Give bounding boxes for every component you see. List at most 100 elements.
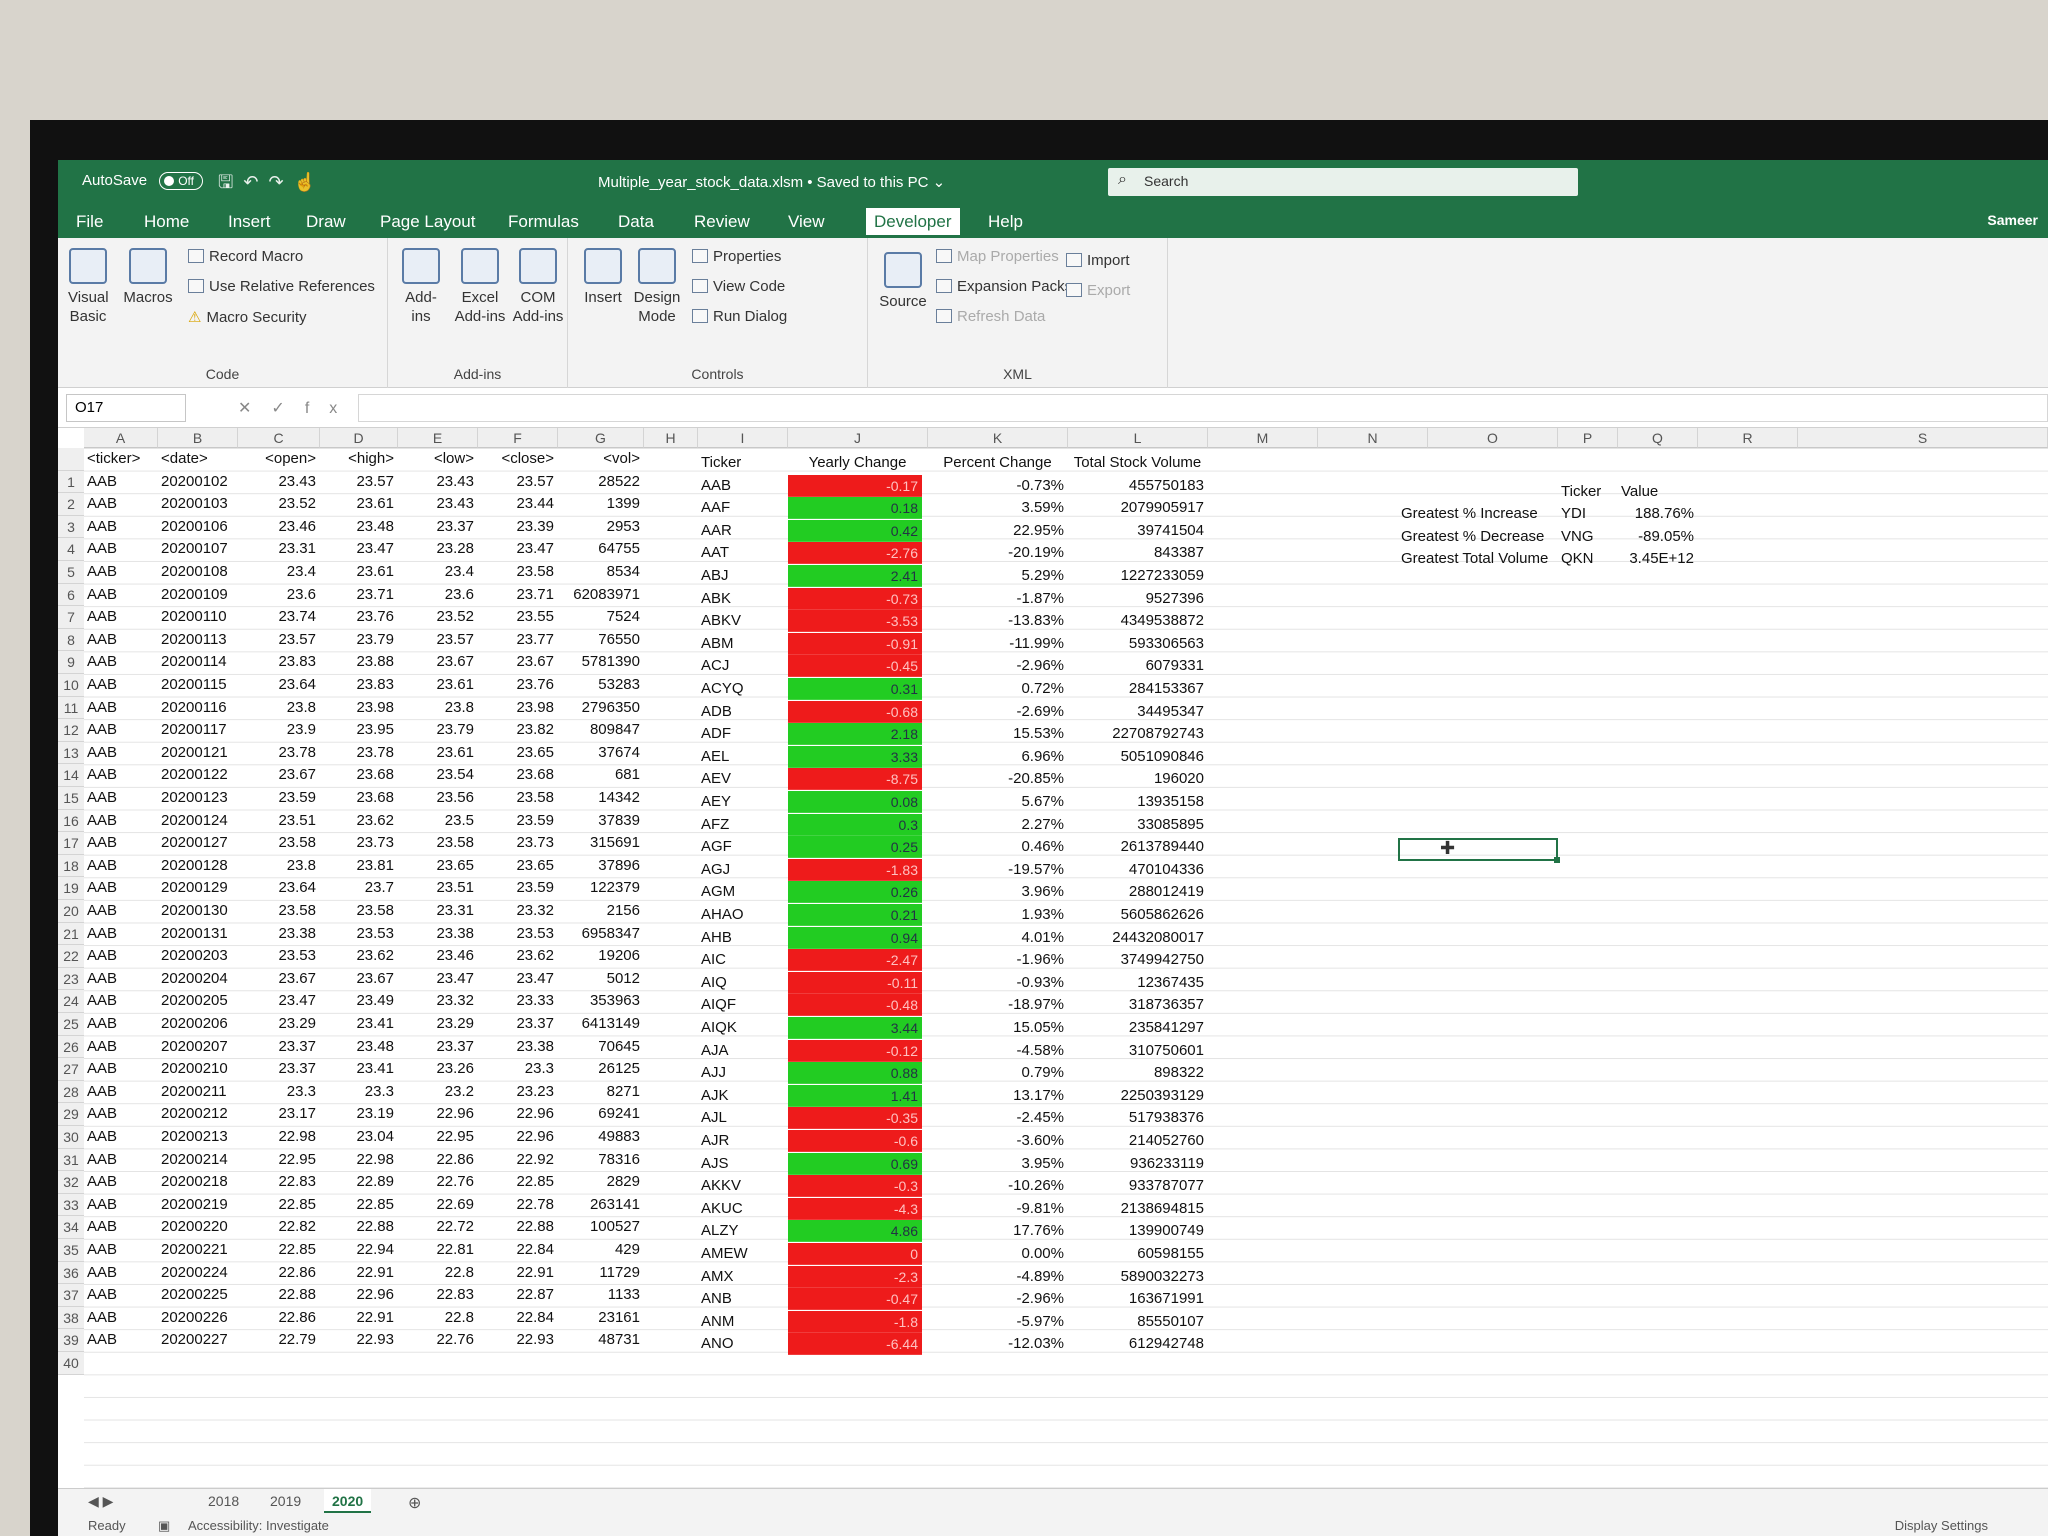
data-cell[interactable]: 20200121 <box>161 743 228 761</box>
data-cell[interactable]: 22.86 <box>278 1308 316 1326</box>
data-cell[interactable]: 22.76 <box>436 1173 474 1191</box>
data-cell[interactable]: 23.95 <box>356 721 394 739</box>
yearly-change-cell[interactable]: -0.17 <box>788 474 922 497</box>
data-cell[interactable]: 23.26 <box>436 1060 474 1078</box>
summary-ticker-cell[interactable]: ABK <box>701 589 732 607</box>
row-header[interactable]: 11 <box>58 696 84 720</box>
data-cell[interactable]: 22.8 <box>444 1308 474 1326</box>
data-cell[interactable]: 23.98 <box>356 698 394 716</box>
greatest-label-cell[interactable]: Greatest % Decrease <box>1401 527 1545 545</box>
total-volume-cell[interactable]: 2250393129 <box>1120 1086 1204 1104</box>
summary-ticker-cell[interactable]: ACJ <box>701 657 730 675</box>
header-cell[interactable]: <close> <box>501 450 554 467</box>
total-volume-cell[interactable]: 60598155 <box>1137 1245 1204 1262</box>
data-cell[interactable]: 23.37 <box>278 1037 316 1055</box>
total-volume-cell[interactable]: 6079331 <box>1145 657 1204 675</box>
data-cell[interactable]: 37839 <box>598 811 640 829</box>
row-header[interactable]: 25 <box>58 1013 84 1036</box>
total-volume-cell[interactable]: 85550107 <box>1137 1312 1204 1330</box>
data-cell[interactable]: AAB <box>87 653 118 671</box>
column-header-h[interactable]: H <box>644 428 698 448</box>
summary-ticker-cell[interactable]: AIQK <box>701 1019 737 1036</box>
total-volume-cell[interactable]: 24432080017 <box>1112 928 1204 946</box>
row-header[interactable]: 3 <box>58 515 84 539</box>
yearly-change-cell[interactable]: -2.47 <box>788 949 922 972</box>
data-cell[interactable]: 20200211 <box>161 1082 227 1100</box>
summary-ticker-cell[interactable]: AMX <box>701 1267 734 1285</box>
data-cell[interactable]: AAB <box>87 992 118 1010</box>
yearly-change-cell[interactable]: 0.18 <box>788 497 922 520</box>
summary-ticker-cell[interactable]: AIQ <box>701 973 727 991</box>
row-header[interactable]: 21 <box>58 922 84 946</box>
row-header[interactable]: 39 <box>58 1329 84 1352</box>
data-cell[interactable]: AAB <box>87 766 118 784</box>
data-cell[interactable]: 6958347 <box>581 924 640 942</box>
selected-cell-o17[interactable] <box>1398 838 1560 863</box>
data-cell[interactable]: 23.4 <box>444 563 474 580</box>
macro-record-icon[interactable]: ▣ <box>158 1518 171 1533</box>
data-cell[interactable]: 23.67 <box>516 653 554 671</box>
data-cell[interactable]: 23.8 <box>444 698 474 716</box>
design-mode-button[interactable]: Design Mode <box>632 248 682 326</box>
data-cell[interactable]: 78316 <box>598 1150 640 1168</box>
total-volume-cell[interactable]: 139900749 <box>1128 1222 1204 1240</box>
greatest-ticker-cell[interactable]: QKN <box>1561 550 1594 568</box>
data-cell[interactable]: 23.53 <box>516 924 554 942</box>
percent-change-cell[interactable]: -13.83% <box>1008 612 1064 630</box>
total-volume-cell[interactable]: 9527396 <box>1145 589 1204 607</box>
autosave[interactable]: AutoSave Off <box>82 172 204 191</box>
data-cell[interactable]: AAB <box>87 540 118 558</box>
yearly-change-cell[interactable]: -2.3 <box>788 1265 922 1288</box>
tab-draw[interactable]: Draw <box>306 212 346 231</box>
summary-ticker-cell[interactable]: AJJ <box>701 1064 727 1082</box>
sheet-tab-2020[interactable]: 2020 <box>324 1489 372 1513</box>
data-cell[interactable]: 23.77 <box>516 630 554 648</box>
data-cell[interactable]: AAB <box>87 969 118 987</box>
data-cell[interactable]: 62083971 <box>573 585 640 603</box>
data-cell[interactable]: 23.39 <box>516 517 554 535</box>
yearly-change-cell[interactable]: -2.76 <box>788 542 922 565</box>
data-cell[interactable]: 22.84 <box>516 1308 554 1326</box>
data-cell[interactable]: 11729 <box>599 1263 640 1281</box>
data-cell[interactable]: 23.5 <box>444 811 474 829</box>
row-header[interactable]: 28 <box>58 1080 84 1104</box>
fx-icon[interactable]: fx <box>304 400 358 417</box>
header-cell[interactable]: <date> <box>161 450 208 467</box>
data-cell[interactable]: AAB <box>87 1037 118 1055</box>
row-header[interactable]: 20 <box>58 900 84 923</box>
data-cell[interactable]: 23.47 <box>356 540 394 558</box>
touch-mode-icon[interactable]: ☝ <box>293 172 326 192</box>
data-cell[interactable]: 23.31 <box>436 902 474 919</box>
accessibility-status[interactable]: Accessibility: Investigate <box>188 1518 329 1533</box>
row-header[interactable]: 1 <box>58 470 84 494</box>
data-cell[interactable]: 23.61 <box>356 563 394 580</box>
tab-nav-icon[interactable]: ◀ ▶ <box>88 1493 114 1509</box>
total-volume-cell[interactable]: 39741504 <box>1137 521 1204 539</box>
data-cell[interactable]: 23.33 <box>516 992 554 1010</box>
data-cell[interactable]: 20200205 <box>161 992 228 1010</box>
row-header[interactable]: 36 <box>58 1261 84 1285</box>
data-cell[interactable]: 22.82 <box>278 1218 316 1236</box>
header-cell[interactable]: <open> <box>265 450 316 467</box>
source-button[interactable]: Source <box>878 252 928 311</box>
row-header[interactable]: 29 <box>58 1103 84 1126</box>
data-cell[interactable]: 23.58 <box>516 789 554 806</box>
greatest-value-cell[interactable]: 3.45E+12 <box>1629 550 1694 568</box>
yearly-change-cell[interactable]: 0.94 <box>788 926 922 949</box>
total-volume-cell[interactable]: 5605862626 <box>1120 906 1204 923</box>
header-cell[interactable]: <ticker> <box>87 450 141 467</box>
data-cell[interactable]: 23.46 <box>436 947 474 965</box>
data-cell[interactable]: 23.59 <box>278 789 316 806</box>
yearly-change-cell[interactable]: 0.26 <box>788 881 922 904</box>
yearly-change-cell[interactable]: 2.18 <box>788 723 922 746</box>
insert-control-button[interactable]: Insert <box>578 248 628 307</box>
percent-change-cell[interactable]: -12.03% <box>1008 1335 1064 1353</box>
row-header[interactable]: 35 <box>58 1239 84 1262</box>
data-cell[interactable]: 64755 <box>598 540 640 558</box>
save-icon[interactable]: 🖫 <box>218 172 244 192</box>
data-cell[interactable]: 23.62 <box>516 947 554 965</box>
data-cell[interactable]: 20200204 <box>161 969 228 987</box>
total-volume-cell[interactable]: 214052760 <box>1128 1132 1204 1149</box>
data-cell[interactable]: 22.85 <box>516 1173 554 1191</box>
percent-change-cell[interactable]: 0.72% <box>1021 680 1064 697</box>
